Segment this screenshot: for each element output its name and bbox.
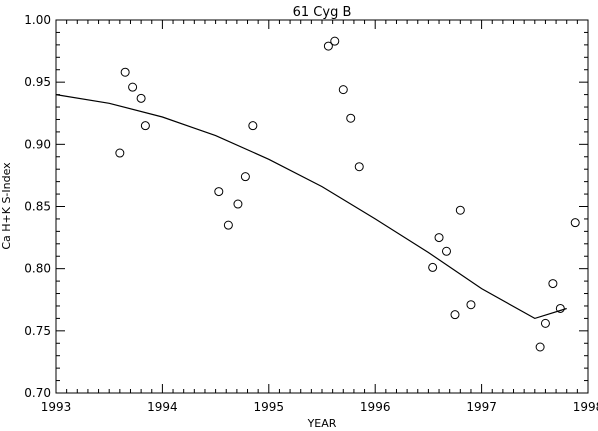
x-tick-label: 1993	[41, 400, 72, 414]
data-point	[441, 246, 451, 256]
y-axis-label: Ca H+K S-Index	[0, 162, 13, 250]
x-tick-label: 1998	[573, 400, 598, 414]
data-point	[354, 162, 364, 172]
plot-frame	[55, 19, 589, 394]
y-tick-label: 0.80	[24, 262, 51, 276]
data-point	[128, 82, 138, 92]
data-point	[120, 67, 130, 77]
data-point	[548, 279, 558, 289]
data-point	[555, 303, 565, 313]
data-point	[115, 148, 125, 158]
y-tick-label: 0.85	[24, 200, 51, 214]
data-point	[240, 172, 250, 182]
x-tick-label: 1994	[147, 400, 178, 414]
x-axis-label: YEAR	[307, 417, 337, 430]
data-point	[330, 36, 340, 46]
data-point	[223, 220, 233, 230]
x-tick-label: 1996	[360, 400, 391, 414]
data-point	[338, 85, 348, 95]
data-point	[535, 342, 545, 352]
data-point	[540, 318, 550, 328]
data-point	[214, 187, 224, 197]
data-point	[455, 205, 465, 215]
data-point	[140, 121, 150, 131]
y-tick-label: 1.00	[24, 13, 51, 27]
x-tick-label: 1995	[254, 400, 285, 414]
data-point	[248, 121, 258, 131]
x-tick-label: 1997	[466, 400, 497, 414]
data-point	[570, 218, 580, 228]
plot-area: 1993 1994 1995 1996 1997 1998 0.70 0.75 0.80 0.85…	[24, 13, 598, 414]
data-point	[466, 300, 476, 310]
data-point	[428, 262, 438, 272]
y-tick-label: 0.90	[24, 137, 51, 151]
chart-title: 61 Cyg B	[293, 5, 352, 20]
data-point	[323, 41, 333, 51]
data-point	[450, 310, 460, 320]
data-point	[136, 93, 146, 103]
y-tick-label: 0.75	[24, 324, 51, 338]
fit-curve	[55, 94, 567, 320]
y-tick-label: 0.70	[24, 386, 51, 400]
data-point	[233, 199, 243, 209]
y-tick-label: 0.95	[24, 75, 51, 89]
data-point	[434, 233, 444, 243]
data-point	[346, 113, 356, 123]
